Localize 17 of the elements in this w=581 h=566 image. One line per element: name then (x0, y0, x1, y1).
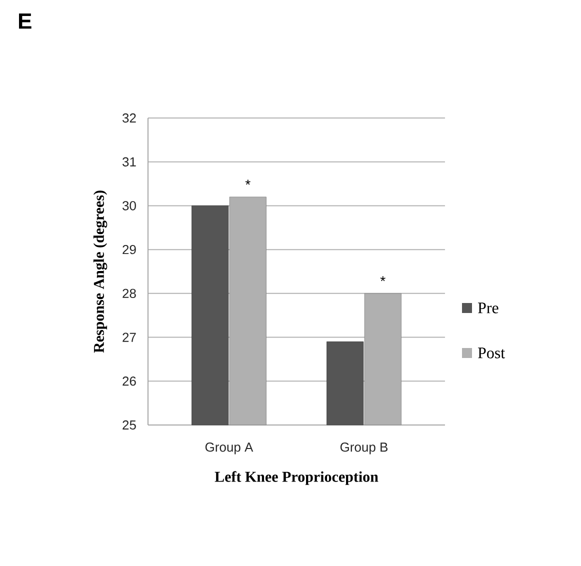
annotation: * (380, 276, 386, 282)
x-tick-label: Group B (340, 442, 388, 454)
y-axis-title: Response Angle (degrees) (93, 190, 108, 353)
y-tick-label: 27 (122, 332, 136, 342)
legend-label: Post (478, 348, 505, 358)
y-tick-label: 32 (122, 113, 136, 123)
y-tick-label: 29 (122, 244, 136, 254)
annotation: * (245, 180, 250, 185)
y-tick-label: 30 (122, 201, 136, 210)
y-tick-label: 25 (122, 420, 136, 430)
chart-title: E (19, 14, 32, 29)
y-tick-label: 31 (122, 157, 136, 166)
y-tick-label: 28 (122, 288, 136, 298)
y-tick-label: 26 (122, 376, 136, 386)
x-axis-title: Left Knee Proprioception (214, 471, 378, 485)
x-tick-label: Group A (205, 442, 254, 454)
legend-label: Pre (478, 302, 498, 314)
